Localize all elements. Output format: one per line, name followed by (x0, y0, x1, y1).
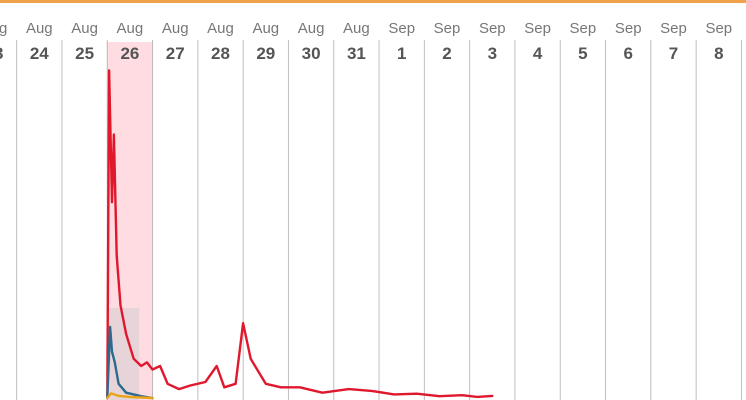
x-tick-month: Aug (252, 20, 279, 37)
x-tick-day: 5 (578, 44, 587, 63)
x-tick-month: Sep (388, 20, 415, 37)
x-tick-month: Sep (524, 20, 551, 37)
x-tick-month: Aug (71, 20, 98, 37)
x-tick-month: Aug (0, 20, 7, 37)
x-tick-day: 29 (256, 44, 275, 63)
top-accent-bar (0, 0, 746, 3)
x-tick-day: 24 (30, 44, 49, 63)
x-tick-day: 23 (0, 44, 3, 63)
x-tick-day: 8 (714, 44, 723, 63)
x-tick-day: 27 (166, 44, 185, 63)
x-tick-day: 31 (347, 44, 366, 63)
x-tick-day: 6 (623, 44, 632, 63)
series-line-1 (106, 69, 494, 400)
x-tick-month: Aug (343, 20, 370, 37)
x-tick-day: 26 (120, 44, 139, 63)
x-tick-month: Aug (207, 20, 234, 37)
x-tick-month: Sep (660, 20, 687, 37)
x-tick-month: Sep (570, 20, 597, 37)
x-tick-day: 3 (488, 44, 497, 63)
x-tick-month: Aug (26, 20, 53, 37)
x-tick-day: 2 (442, 44, 451, 63)
x-tick-day: 4 (533, 44, 543, 63)
x-tick-day: 25 (75, 44, 94, 63)
x-tick-month: Sep (479, 20, 506, 37)
series-line-3 (106, 392, 154, 400)
x-tick-month: Sep (434, 20, 461, 37)
x-tick-day: 1 (397, 44, 406, 63)
series-line-2 (106, 325, 154, 400)
x-tick-month: Sep (615, 20, 642, 37)
x-tick-month: Aug (162, 20, 189, 37)
x-tick-month: Aug (298, 20, 325, 37)
x-tick-month: Sep (705, 20, 732, 37)
x-tick-day: 7 (669, 44, 678, 63)
x-tick-day: 28 (211, 44, 230, 63)
x-tick-day: 30 (302, 44, 321, 63)
x-tick-month: Aug (117, 20, 144, 37)
